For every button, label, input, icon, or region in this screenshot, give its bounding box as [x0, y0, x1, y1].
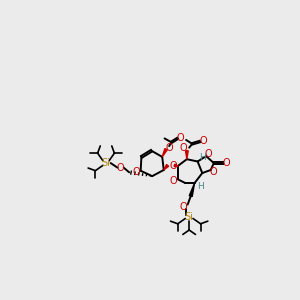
Polygon shape	[174, 164, 178, 167]
Text: O: O	[179, 202, 187, 212]
Text: O: O	[117, 163, 124, 173]
Text: O: O	[165, 143, 173, 153]
Text: O: O	[180, 143, 188, 153]
Polygon shape	[164, 164, 169, 170]
Text: H: H	[197, 182, 204, 191]
Text: Si: Si	[102, 158, 110, 168]
Text: O: O	[222, 158, 230, 168]
Text: O: O	[205, 149, 212, 159]
Text: O: O	[169, 161, 177, 171]
Text: O: O	[170, 176, 178, 186]
Text: O: O	[133, 167, 141, 176]
Text: O: O	[177, 133, 184, 142]
Text: O: O	[209, 167, 217, 177]
Polygon shape	[162, 148, 167, 157]
Polygon shape	[185, 151, 188, 159]
Polygon shape	[189, 183, 195, 196]
Text: O: O	[199, 136, 207, 146]
Text: Si: Si	[185, 212, 194, 222]
Text: H: H	[199, 153, 206, 162]
